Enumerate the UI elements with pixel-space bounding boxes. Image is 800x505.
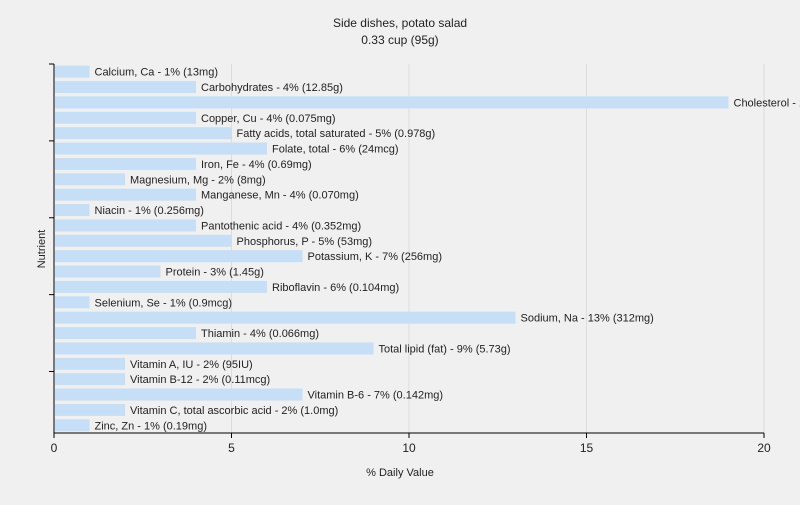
bar-18	[55, 342, 374, 354]
bar-label-3: Copper, Cu - 4% (0.075mg)	[201, 113, 336, 125]
bar-0	[55, 66, 90, 78]
bar-22	[55, 404, 125, 416]
bar-label-13: Protein - 3% (1.45g)	[166, 267, 264, 279]
bar-3	[55, 112, 196, 124]
bar-label-4: Fatty acids, total saturated - 5% (0.978…	[237, 128, 436, 140]
bar-label-11: Phosphorus, P - 5% (53mg)	[237, 236, 373, 248]
bar-6	[55, 158, 196, 170]
bar-label-17: Thiamin - 4% (0.066mg)	[201, 328, 319, 340]
bar-label-1: Carbohydrates - 4% (12.85g)	[201, 82, 343, 94]
bar-7	[55, 173, 125, 185]
bar-label-6: Iron, Fe - 4% (0.69mg)	[201, 159, 312, 171]
chart-title: Side dishes, potato salad	[333, 16, 467, 30]
bar-23	[55, 419, 90, 431]
x-tick-label-0: 0	[51, 441, 58, 455]
bar-15	[55, 296, 90, 308]
bar-13	[55, 266, 161, 278]
chart-subtitle: 0.33 cup (95g)	[361, 33, 438, 47]
x-tick-label-3: 15	[580, 441, 594, 455]
bar-label-18: Total lipid (fat) - 9% (5.73g)	[379, 343, 511, 355]
bar-label-0: Calcium, Ca - 1% (13mg)	[95, 67, 218, 79]
x-axis-label: % Daily Value	[366, 467, 434, 479]
bar-label-10: Pantothenic acid - 4% (0.352mg)	[201, 220, 361, 232]
bar-5	[55, 143, 267, 155]
bar-label-20: Vitamin B-12 - 2% (0.11mcg)	[130, 374, 270, 386]
bar-14	[55, 281, 267, 293]
bar-label-8: Manganese, Mn - 4% (0.070mg)	[201, 190, 359, 202]
bar-label-12: Potassium, K - 7% (256mg)	[308, 251, 443, 263]
bar-11	[55, 235, 232, 247]
bar-label-23: Zinc, Zn - 1% (0.19mg)	[95, 420, 207, 432]
bar-8	[55, 189, 196, 201]
bar-17	[55, 327, 196, 339]
bar-4	[55, 127, 232, 139]
bar-label-2: Cholesterol - 19% (57mg)	[734, 97, 800, 109]
y-axis-label: Nutrient	[36, 230, 48, 269]
bar-label-9: Niacin - 1% (0.256mg)	[95, 205, 204, 217]
bar-label-16: Sodium, Na - 13% (312mg)	[521, 313, 654, 325]
bar-20	[55, 373, 125, 385]
bar-label-15: Selenium, Se - 1% (0.9mcg)	[95, 297, 233, 309]
x-tick-label-1: 5	[228, 441, 235, 455]
bar-label-5: Folate, total - 6% (24mcg)	[272, 144, 399, 156]
bar-12	[55, 250, 303, 262]
x-tick-label-2: 10	[402, 441, 416, 455]
bar-label-14: Riboflavin - 6% (0.104mg)	[272, 282, 399, 294]
bar-2	[55, 96, 729, 108]
bar-10	[55, 219, 196, 231]
bar-9	[55, 204, 90, 216]
bar-label-19: Vitamin A, IU - 2% (95IU)	[130, 359, 253, 371]
bar-label-21: Vitamin B-6 - 7% (0.142mg)	[308, 390, 444, 402]
bar-label-22: Vitamin C, total ascorbic acid - 2% (1.0…	[130, 405, 338, 417]
bar-19	[55, 358, 125, 370]
bar-label-7: Magnesium, Mg - 2% (8mg)	[130, 174, 266, 186]
x-tick-label-4: 20	[757, 441, 771, 455]
bar-21	[55, 389, 303, 401]
bar-16	[55, 312, 516, 324]
bar-1	[55, 81, 196, 93]
